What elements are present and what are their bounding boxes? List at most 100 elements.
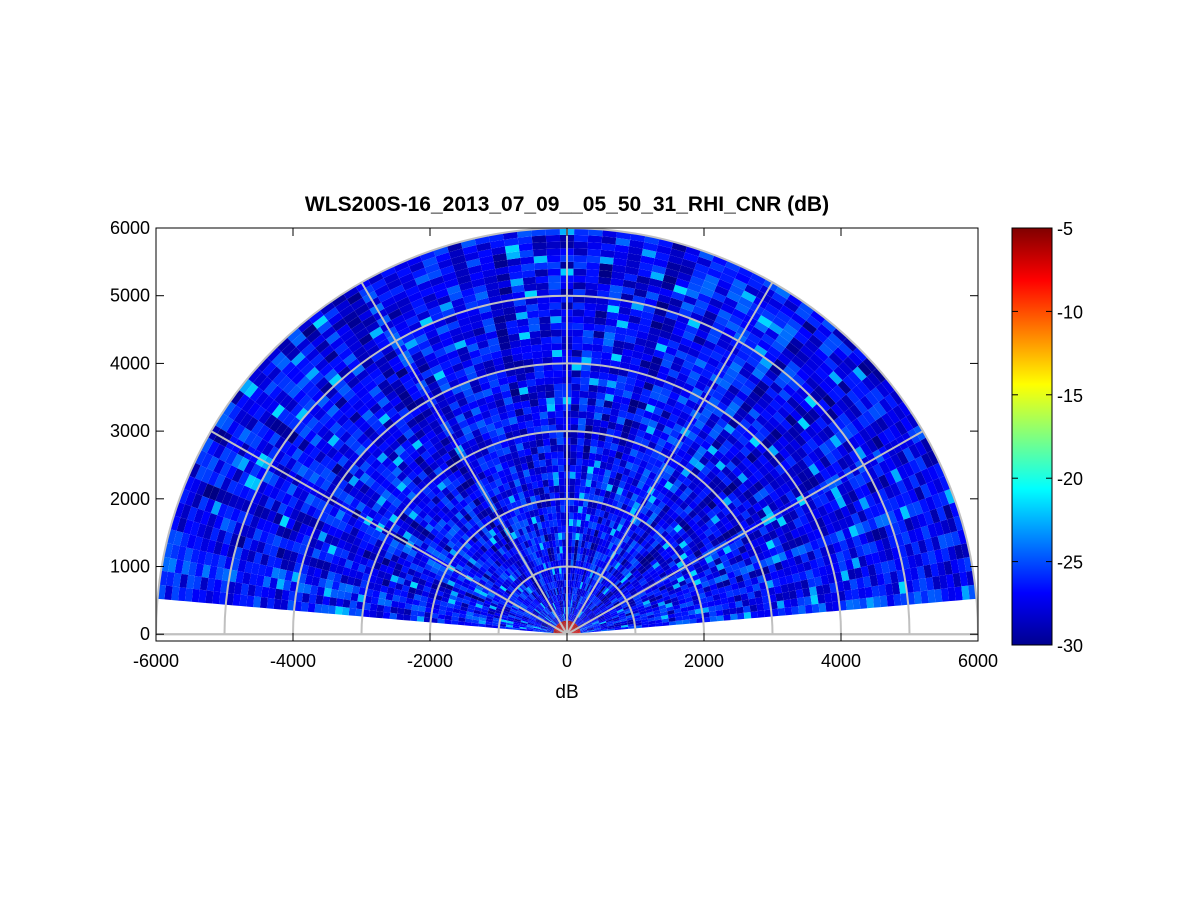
rhi-cell-4784 xyxy=(269,545,279,558)
rhi-cell-913 xyxy=(638,577,646,584)
rhi-cell-1502 xyxy=(574,617,579,624)
rhi-cell-3196 xyxy=(521,526,528,535)
rhi-cell-334 xyxy=(789,564,799,575)
rhi-cell-3218 xyxy=(462,387,474,398)
rhi-cell-912 xyxy=(632,581,640,588)
rhi-cell-815 xyxy=(768,501,779,513)
rhi-cell-2315 xyxy=(596,392,606,401)
rhi-cell-1952 xyxy=(638,422,649,432)
rhi-cell-1272 xyxy=(620,567,628,575)
rhi-cell-4223 xyxy=(429,541,438,550)
rhi-cell-1955 xyxy=(645,403,656,414)
rhi-cell-496 xyxy=(667,589,676,596)
rhi-cell-3848 xyxy=(523,589,530,596)
rhi-cell-1705 xyxy=(644,477,654,487)
rhi-cell-2334 xyxy=(612,264,626,274)
rhi-cell-2307 xyxy=(589,446,598,454)
rhi-cell-3092 xyxy=(493,420,503,430)
rhi-cell-3567 xyxy=(456,475,467,485)
rhi-cell-2741 xyxy=(531,350,543,359)
rhi-cell-2012 xyxy=(631,420,641,430)
rhi-cell-1316 xyxy=(818,342,834,357)
rhi-cell-4065 xyxy=(322,429,335,443)
rhi-cell-2243 xyxy=(591,473,599,482)
rhi-cell-4643 xyxy=(411,575,420,584)
rhi-cell-512 xyxy=(768,546,779,557)
rhi-cell-1816 xyxy=(609,528,617,537)
rhi-cell-2086 xyxy=(648,326,662,337)
rhi-cell-2861 xyxy=(512,353,524,362)
rhi-cell-2616 xyxy=(553,383,563,391)
rhi-cell-259 xyxy=(692,599,701,606)
rhi-cell-4907 xyxy=(244,561,254,574)
rhi-cell-140 xyxy=(701,607,710,614)
rhi-cell-3684 xyxy=(459,499,469,508)
rhi-cell-4875 xyxy=(459,609,467,615)
rhi-cell-2162 xyxy=(569,614,572,622)
rhi-cell-4277 xyxy=(461,567,470,575)
rhi-cell-4681 xyxy=(553,629,561,633)
rhi-cell-1552 xyxy=(761,333,776,346)
rhi-cell-4036 xyxy=(476,558,485,567)
rhi-cell-4908 xyxy=(237,559,247,573)
rhi-cell-145 xyxy=(735,600,743,608)
rhi-cell-4294 xyxy=(361,505,372,516)
rhi-cell-3897 xyxy=(286,347,301,362)
rhi-cell-2303 xyxy=(586,472,593,481)
rhi-cell-2504 xyxy=(572,329,584,337)
rhi-cell-3497 xyxy=(499,529,508,538)
rhi-cell-453 xyxy=(778,551,788,562)
rhi-cell-4278 xyxy=(455,564,464,572)
rhi-cell-87 xyxy=(749,604,758,612)
rhi-cell-4594 xyxy=(343,541,353,552)
rhi-cell-1765 xyxy=(639,474,648,484)
rhi-cell-4686 xyxy=(521,618,529,623)
rhi-cell-3970 xyxy=(510,583,517,590)
rhi-cell-3726 xyxy=(535,597,542,604)
rhi-cell-4425 xyxy=(286,483,298,496)
rhi-cell-1491 xyxy=(767,345,782,359)
rhi-cell-1615 xyxy=(761,309,776,322)
rhi-cell-1572 xyxy=(609,558,616,567)
rhi-cell-1088 xyxy=(607,592,614,599)
rhi-cell-4927 xyxy=(512,623,520,627)
rhi-cell-2818 xyxy=(503,237,519,247)
rhi-cell-515 xyxy=(787,538,798,550)
rhi-cell-2778 xyxy=(546,506,552,514)
rhi-cell-4956 xyxy=(316,586,325,597)
rhi-cell-1987 xyxy=(581,582,585,590)
rhi-cell-3070 xyxy=(542,563,547,571)
rhi-cell-4299 xyxy=(332,486,343,499)
rhi-cell-1707 xyxy=(650,465,660,475)
rhi-cell-4605 xyxy=(272,512,284,526)
rhi-cell-3770 xyxy=(337,365,352,379)
rhi-cell-4828 xyxy=(373,583,382,592)
rhi-cell-2296 xyxy=(580,519,586,528)
rhi-cell-3387 xyxy=(474,465,484,475)
rhi-cell-3108 xyxy=(457,316,471,327)
rhi-cell-357 xyxy=(940,519,951,535)
rhi-cell-3623 xyxy=(468,501,477,510)
rhi-cell-3307 xyxy=(542,585,547,593)
rhi-cell-1981 xyxy=(569,621,572,628)
rhi-cell-4724 xyxy=(272,535,283,548)
rhi-cell-4492 xyxy=(237,471,250,486)
rhi-cell-2449 xyxy=(584,296,597,304)
rhi-cell-1842 xyxy=(679,366,692,377)
rhi-cell-894 xyxy=(870,420,883,436)
rhi-cell-418 xyxy=(942,504,954,520)
rhi-cell-966 xyxy=(598,604,606,610)
rhi-cell-4154 xyxy=(482,573,491,580)
rhi-cell-1101 xyxy=(672,532,681,541)
rhi-cell-4676 xyxy=(197,495,209,511)
rhi-cell-4636 xyxy=(456,592,465,599)
rhi-cell-3530 xyxy=(376,338,391,351)
rhi-cell-896 xyxy=(881,412,895,428)
rhi-cell-2712 xyxy=(556,546,560,554)
rhi-cell-1751 xyxy=(598,560,605,568)
rhi-cell-3815 xyxy=(398,450,410,461)
rhi-cell-4526 xyxy=(396,556,406,566)
rhi-cell-3321 xyxy=(498,499,507,508)
rhi-cell-1085 xyxy=(592,606,599,613)
rhi-cell-93 xyxy=(790,598,799,608)
